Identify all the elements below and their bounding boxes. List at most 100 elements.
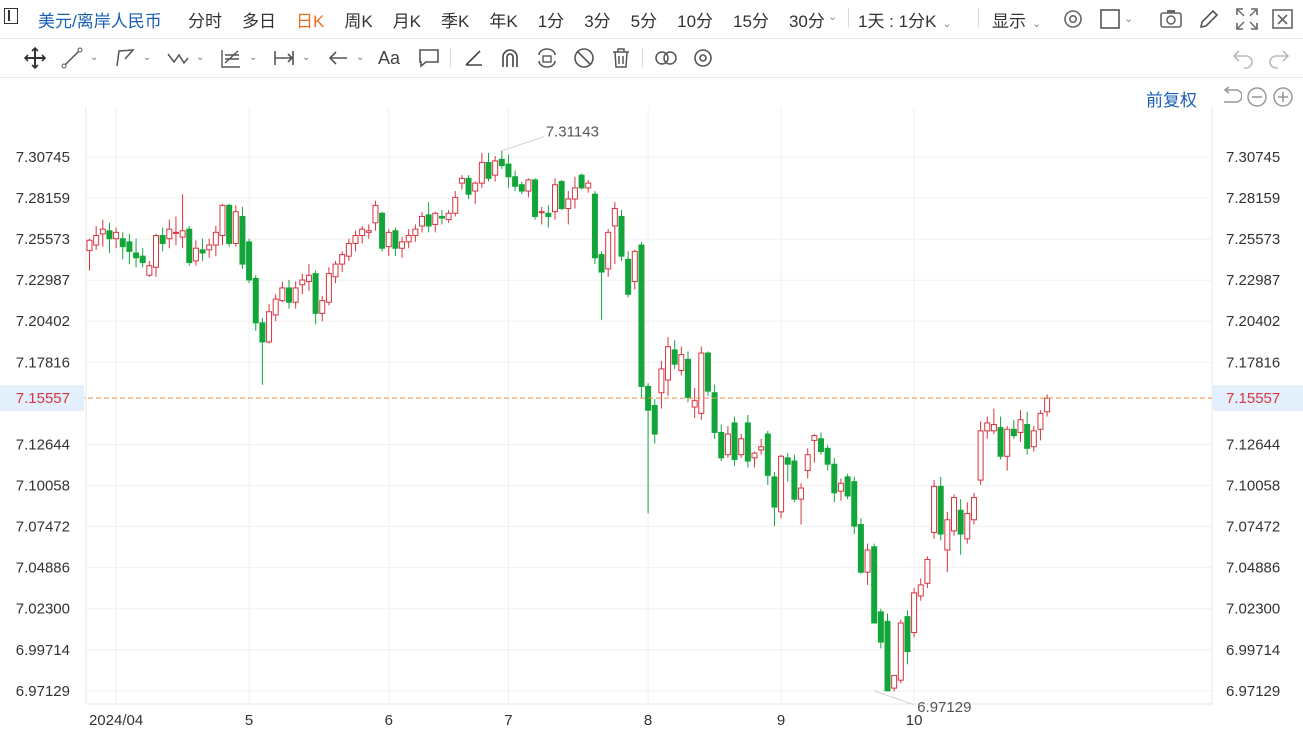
candle-up — [266, 311, 273, 343]
period-tabs: 分时 多日 日K 周K 月K 季K 年K 1分 3分 5分 10分 15分 30… — [188, 7, 849, 32]
price-adjust-select[interactable]: 前复权 — [1146, 91, 1197, 110]
chevron-down-icon[interactable]: ⌄ — [90, 52, 99, 63]
chevron-down-icon[interactable]: ⌄ — [1124, 13, 1134, 25]
chevron-down-icon[interactable]: ⌄ — [249, 52, 258, 63]
candle-up — [212, 231, 219, 246]
display-select[interactable]: 显示 ⌄ — [992, 12, 1042, 31]
chevron-down-icon[interactable]: ⌄ — [827, 11, 838, 23]
comment-icon[interactable] — [417, 46, 441, 70]
y-tick-label-left: 7.22987 — [16, 272, 70, 289]
candle-down — [512, 176, 519, 187]
x-tick-label: 5 — [245, 712, 253, 729]
candle-down — [505, 163, 512, 178]
ruler-icon[interactable] — [462, 46, 486, 70]
candle-up — [478, 161, 485, 184]
symbol-selector[interactable]: 美元/离岸人民币 — [38, 12, 162, 31]
tab-15min[interactable]: 15分 — [733, 12, 769, 31]
tab-weekly-k[interactable]: 周K — [344, 12, 373, 31]
candle-down — [824, 447, 831, 465]
y-tick-label-right: 7.02300 — [1226, 601, 1280, 618]
high-annotation-leader — [501, 136, 544, 152]
tab-3min[interactable]: 3分 — [584, 12, 611, 31]
settings-icon[interactable] — [691, 46, 715, 70]
candle-up — [964, 512, 971, 540]
crosshair-icon[interactable] — [23, 46, 47, 70]
candle-up — [804, 454, 811, 472]
fib-icon[interactable] — [219, 46, 243, 70]
trash-icon[interactable] — [609, 46, 633, 70]
hide-icon[interactable] — [572, 46, 596, 70]
tab-1min[interactable]: 1分 — [537, 12, 565, 31]
pencil-icon[interactable] — [1196, 6, 1222, 32]
tab-30min[interactable]: 30分 — [788, 12, 825, 31]
line-icon[interactable] — [60, 46, 84, 70]
y-tick-label-left: 7.10058 — [16, 478, 70, 495]
y-tick-label-right: 6.97129 — [1226, 683, 1280, 700]
measure-icon[interactable] — [272, 46, 296, 70]
candle-down — [438, 215, 445, 219]
candle-down — [625, 258, 632, 295]
candle-up — [492, 160, 499, 176]
candle-up — [525, 179, 532, 192]
range-select[interactable]: 1天 : 1分K ⌄ — [858, 12, 952, 31]
candle-up — [738, 438, 745, 456]
candle-up — [432, 212, 439, 225]
candle-up — [917, 584, 924, 597]
undo-icon[interactable] — [1231, 46, 1255, 70]
y-tick-label-right: 7.17816 — [1226, 354, 1280, 371]
tab-intraday[interactable]: 分时 — [188, 12, 222, 31]
tab-yearly-k[interactable]: 年K — [489, 12, 518, 31]
tab-monthly-k[interactable]: 月K — [392, 12, 422, 31]
camera-icon[interactable] — [1158, 6, 1184, 32]
reset-icon[interactable] — [1220, 86, 1242, 108]
candle-down — [259, 322, 266, 343]
candle-up — [372, 204, 379, 224]
candle-down — [226, 204, 233, 244]
candle-up — [365, 230, 372, 233]
candle-up — [172, 231, 179, 234]
magnet-icon[interactable] — [498, 46, 522, 70]
candle-down — [784, 457, 791, 465]
panel-icon[interactable] — [4, 8, 18, 24]
candle-up — [272, 298, 279, 316]
candle-down — [877, 611, 884, 643]
candle-up — [153, 235, 159, 268]
tab-multi-day[interactable]: 多日 — [242, 12, 276, 31]
lock-icon[interactable] — [535, 46, 559, 70]
compare-icon[interactable] — [654, 46, 678, 70]
tab-daily-k[interactable]: 日K — [296, 12, 325, 31]
candle-up — [798, 487, 805, 500]
chevron-down-icon[interactable]: ⌄ — [302, 52, 311, 63]
candle-down — [591, 193, 598, 259]
text-icon[interactable]: Aa — [378, 48, 401, 68]
candle-up — [166, 228, 173, 240]
tab-10min[interactable]: 10分 — [677, 12, 714, 31]
gear-icon[interactable] — [1060, 6, 1086, 32]
y-tick-label-right: 7.04886 — [1226, 560, 1280, 577]
chevron-down-icon[interactable]: ⌄ — [196, 52, 205, 63]
chevron-down-icon[interactable]: ⌄ — [356, 52, 365, 63]
tab-quarterly-k[interactable]: 季K — [441, 12, 470, 31]
candle-up — [1004, 428, 1011, 457]
polyline-icon[interactable] — [113, 46, 137, 70]
wave-icon[interactable] — [166, 46, 190, 70]
close-icon[interactable] — [1270, 6, 1296, 32]
tab-5min[interactable]: 5分 — [630, 12, 658, 31]
arrow-icon[interactable] — [326, 46, 350, 70]
candle-up — [931, 485, 938, 533]
square-icon[interactable] — [1098, 6, 1124, 32]
zoom-in-icon[interactable] — [1272, 86, 1294, 108]
fullscreen-icon[interactable] — [1234, 6, 1260, 32]
candle-up — [113, 231, 120, 240]
candle-down — [904, 616, 911, 653]
zoom-out-icon[interactable] — [1246, 86, 1268, 108]
candle-up — [412, 228, 419, 237]
period-toolbar: 美元/离岸人民币 分时 多日 日K 周K 月K 季K 年K 1分 3分 5分 1… — [0, 0, 1303, 39]
candle-up — [93, 235, 100, 246]
redo-icon[interactable] — [1267, 46, 1291, 70]
candle-down — [392, 230, 399, 249]
chevron-down-icon[interactable]: ⌄ — [143, 52, 152, 63]
y-tick-label-right: 7.10058 — [1226, 478, 1280, 495]
y-tick-label-left: 7.04886 — [16, 560, 70, 577]
